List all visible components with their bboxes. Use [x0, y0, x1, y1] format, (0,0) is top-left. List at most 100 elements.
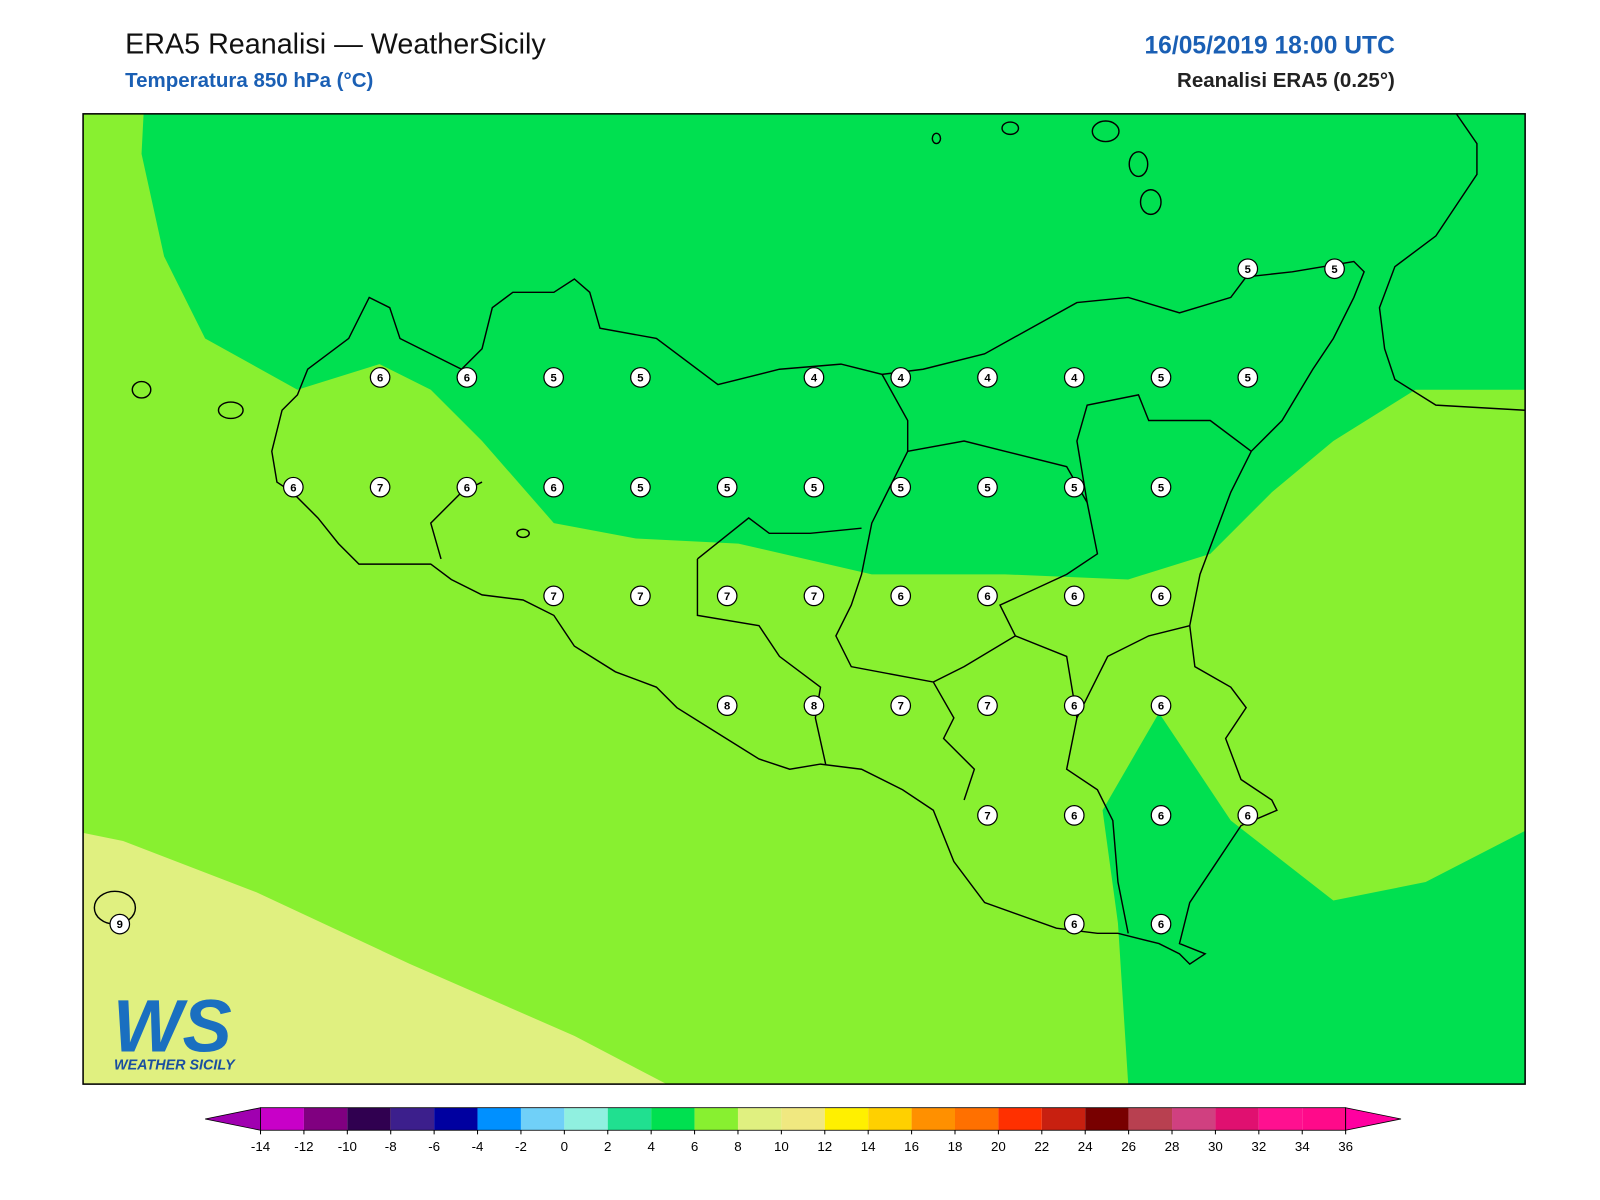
station-marker — [1150, 695, 1172, 716]
station-marker — [1237, 258, 1259, 280]
station-value: 6 — [377, 373, 383, 385]
colorbar-tick-label: -4 — [472, 1139, 484, 1154]
colorbar-box — [347, 1107, 391, 1131]
colorbar-tick-label: 26 — [1121, 1139, 1136, 1154]
colorbar-tick-label: -10 — [338, 1139, 357, 1154]
station-value: 6 — [984, 591, 990, 603]
station-value: 6 — [1158, 591, 1164, 603]
station-value: 5 — [1071, 482, 1077, 494]
colorbar-box — [1258, 1107, 1303, 1131]
station-value: 6 — [1071, 810, 1077, 822]
station-value: 5 — [1331, 264, 1337, 276]
logo: WS WEATHER SICILY — [113, 984, 236, 1073]
colorbar-extend-high — [1345, 1107, 1402, 1131]
colorbar-box — [824, 1107, 869, 1131]
station-marker — [1063, 695, 1085, 716]
station-value: 6 — [898, 591, 904, 603]
station-value: 6 — [1245, 810, 1251, 822]
source: Reanalisi ERA5 (0.25°) — [1177, 69, 1395, 92]
colorbar-box — [434, 1107, 478, 1131]
colorbar-tick-label: 14 — [861, 1139, 876, 1154]
colorbar-tick-label: 28 — [1165, 1139, 1180, 1154]
station-value: 7 — [898, 701, 904, 713]
station-marker — [282, 476, 304, 498]
station-marker — [369, 476, 391, 498]
colorbar-tick-label: 8 — [734, 1139, 741, 1154]
colorbar-tick-label: 18 — [948, 1139, 963, 1154]
station-value: 6 — [551, 482, 557, 494]
colorbar-box — [1041, 1107, 1086, 1131]
colorbar-box — [260, 1107, 304, 1131]
station-value: 6 — [464, 482, 470, 494]
station-value: 6 — [1158, 810, 1164, 822]
station-marker — [1150, 476, 1172, 498]
colorbar-tick-label: 20 — [991, 1139, 1006, 1154]
station-value: 7 — [984, 701, 990, 713]
station-value: 4 — [1071, 373, 1078, 385]
station-value: 7 — [377, 482, 383, 494]
colorbar-tick-label: 10 — [774, 1139, 789, 1154]
station-marker — [369, 367, 391, 388]
colorbar-tick-label: -2 — [515, 1139, 527, 1154]
station-value: 5 — [724, 482, 730, 494]
map: 5 5 6 6 5 5 4 4 4 4 5 5 6 7 6 6 5 5 5 5 5 5 5 7 7 7 7 6 6 6 6 8 8 7 7 6 6 7 6 6… — [82, 113, 1526, 1085]
colorbar-tick-label: -8 — [385, 1139, 397, 1154]
colorbar-tick-label: 30 — [1208, 1139, 1223, 1154]
station-marker — [803, 367, 825, 388]
colorbar-tick-label: 36 — [1338, 1139, 1353, 1154]
station-marker — [1063, 367, 1085, 388]
logo-mark: WS — [113, 984, 232, 1067]
colorbar-tick-label: 34 — [1295, 1139, 1310, 1154]
calabria-coast — [1378, 113, 1526, 411]
station-marker — [890, 695, 912, 716]
colorbar-box — [1128, 1107, 1173, 1131]
colorbar-box — [998, 1107, 1042, 1131]
colorbar-box — [954, 1107, 999, 1131]
station-value: 4 — [811, 373, 818, 385]
map-frame — [82, 113, 1526, 1085]
station-value: 4 — [898, 373, 905, 385]
station-value: 4 — [984, 373, 991, 385]
colorbar-tick-label: 22 — [1034, 1139, 1049, 1154]
station-marker — [1324, 258, 1345, 280]
station-value: 6 — [1071, 701, 1077, 713]
station-marker — [716, 695, 738, 716]
colorbar-tick-label: 32 — [1251, 1139, 1266, 1154]
station-marker — [1150, 367, 1172, 388]
title: ERA5 Reanalisi — WeatherSicily — [125, 28, 546, 60]
colorbar-tick-label: 0 — [561, 1139, 568, 1154]
colorbar-tick-label: 16 — [904, 1139, 919, 1154]
station-value: 5 — [811, 482, 817, 494]
colorbar-box — [868, 1107, 912, 1131]
colorbar-tick-label: -6 — [428, 1139, 440, 1154]
station-value: 7 — [637, 591, 643, 603]
station-value: 6 — [1071, 591, 1077, 603]
station-marker — [1063, 913, 1085, 935]
field-6-south — [1102, 712, 1526, 1085]
station-marker — [1237, 805, 1259, 826]
colorbar-frame — [260, 1107, 1347, 1131]
station-marker — [1063, 585, 1085, 607]
station-marker — [456, 476, 478, 498]
station-marker — [803, 695, 825, 716]
colorbar-box — [1302, 1107, 1346, 1131]
colorbar-tick-label: -12 — [294, 1139, 313, 1154]
station-marker — [803, 476, 825, 498]
station-value: 5 — [637, 373, 643, 385]
station-marker — [1063, 805, 1085, 826]
station-marker — [1150, 913, 1172, 935]
station-value: 5 — [1245, 373, 1251, 385]
station-marker — [890, 476, 912, 498]
station-marker — [890, 367, 912, 388]
station-marker — [1063, 476, 1085, 498]
colorbar-box — [607, 1107, 652, 1131]
station-value: 7 — [984, 810, 990, 822]
station-value: 6 — [290, 482, 296, 494]
station-value: 5 — [1158, 373, 1164, 385]
sicily-coast — [271, 260, 1365, 966]
colorbar-tick-label: -14 — [251, 1139, 271, 1154]
station-value: 5 — [898, 482, 904, 494]
station-marker — [716, 585, 738, 607]
station-marker — [109, 913, 131, 935]
